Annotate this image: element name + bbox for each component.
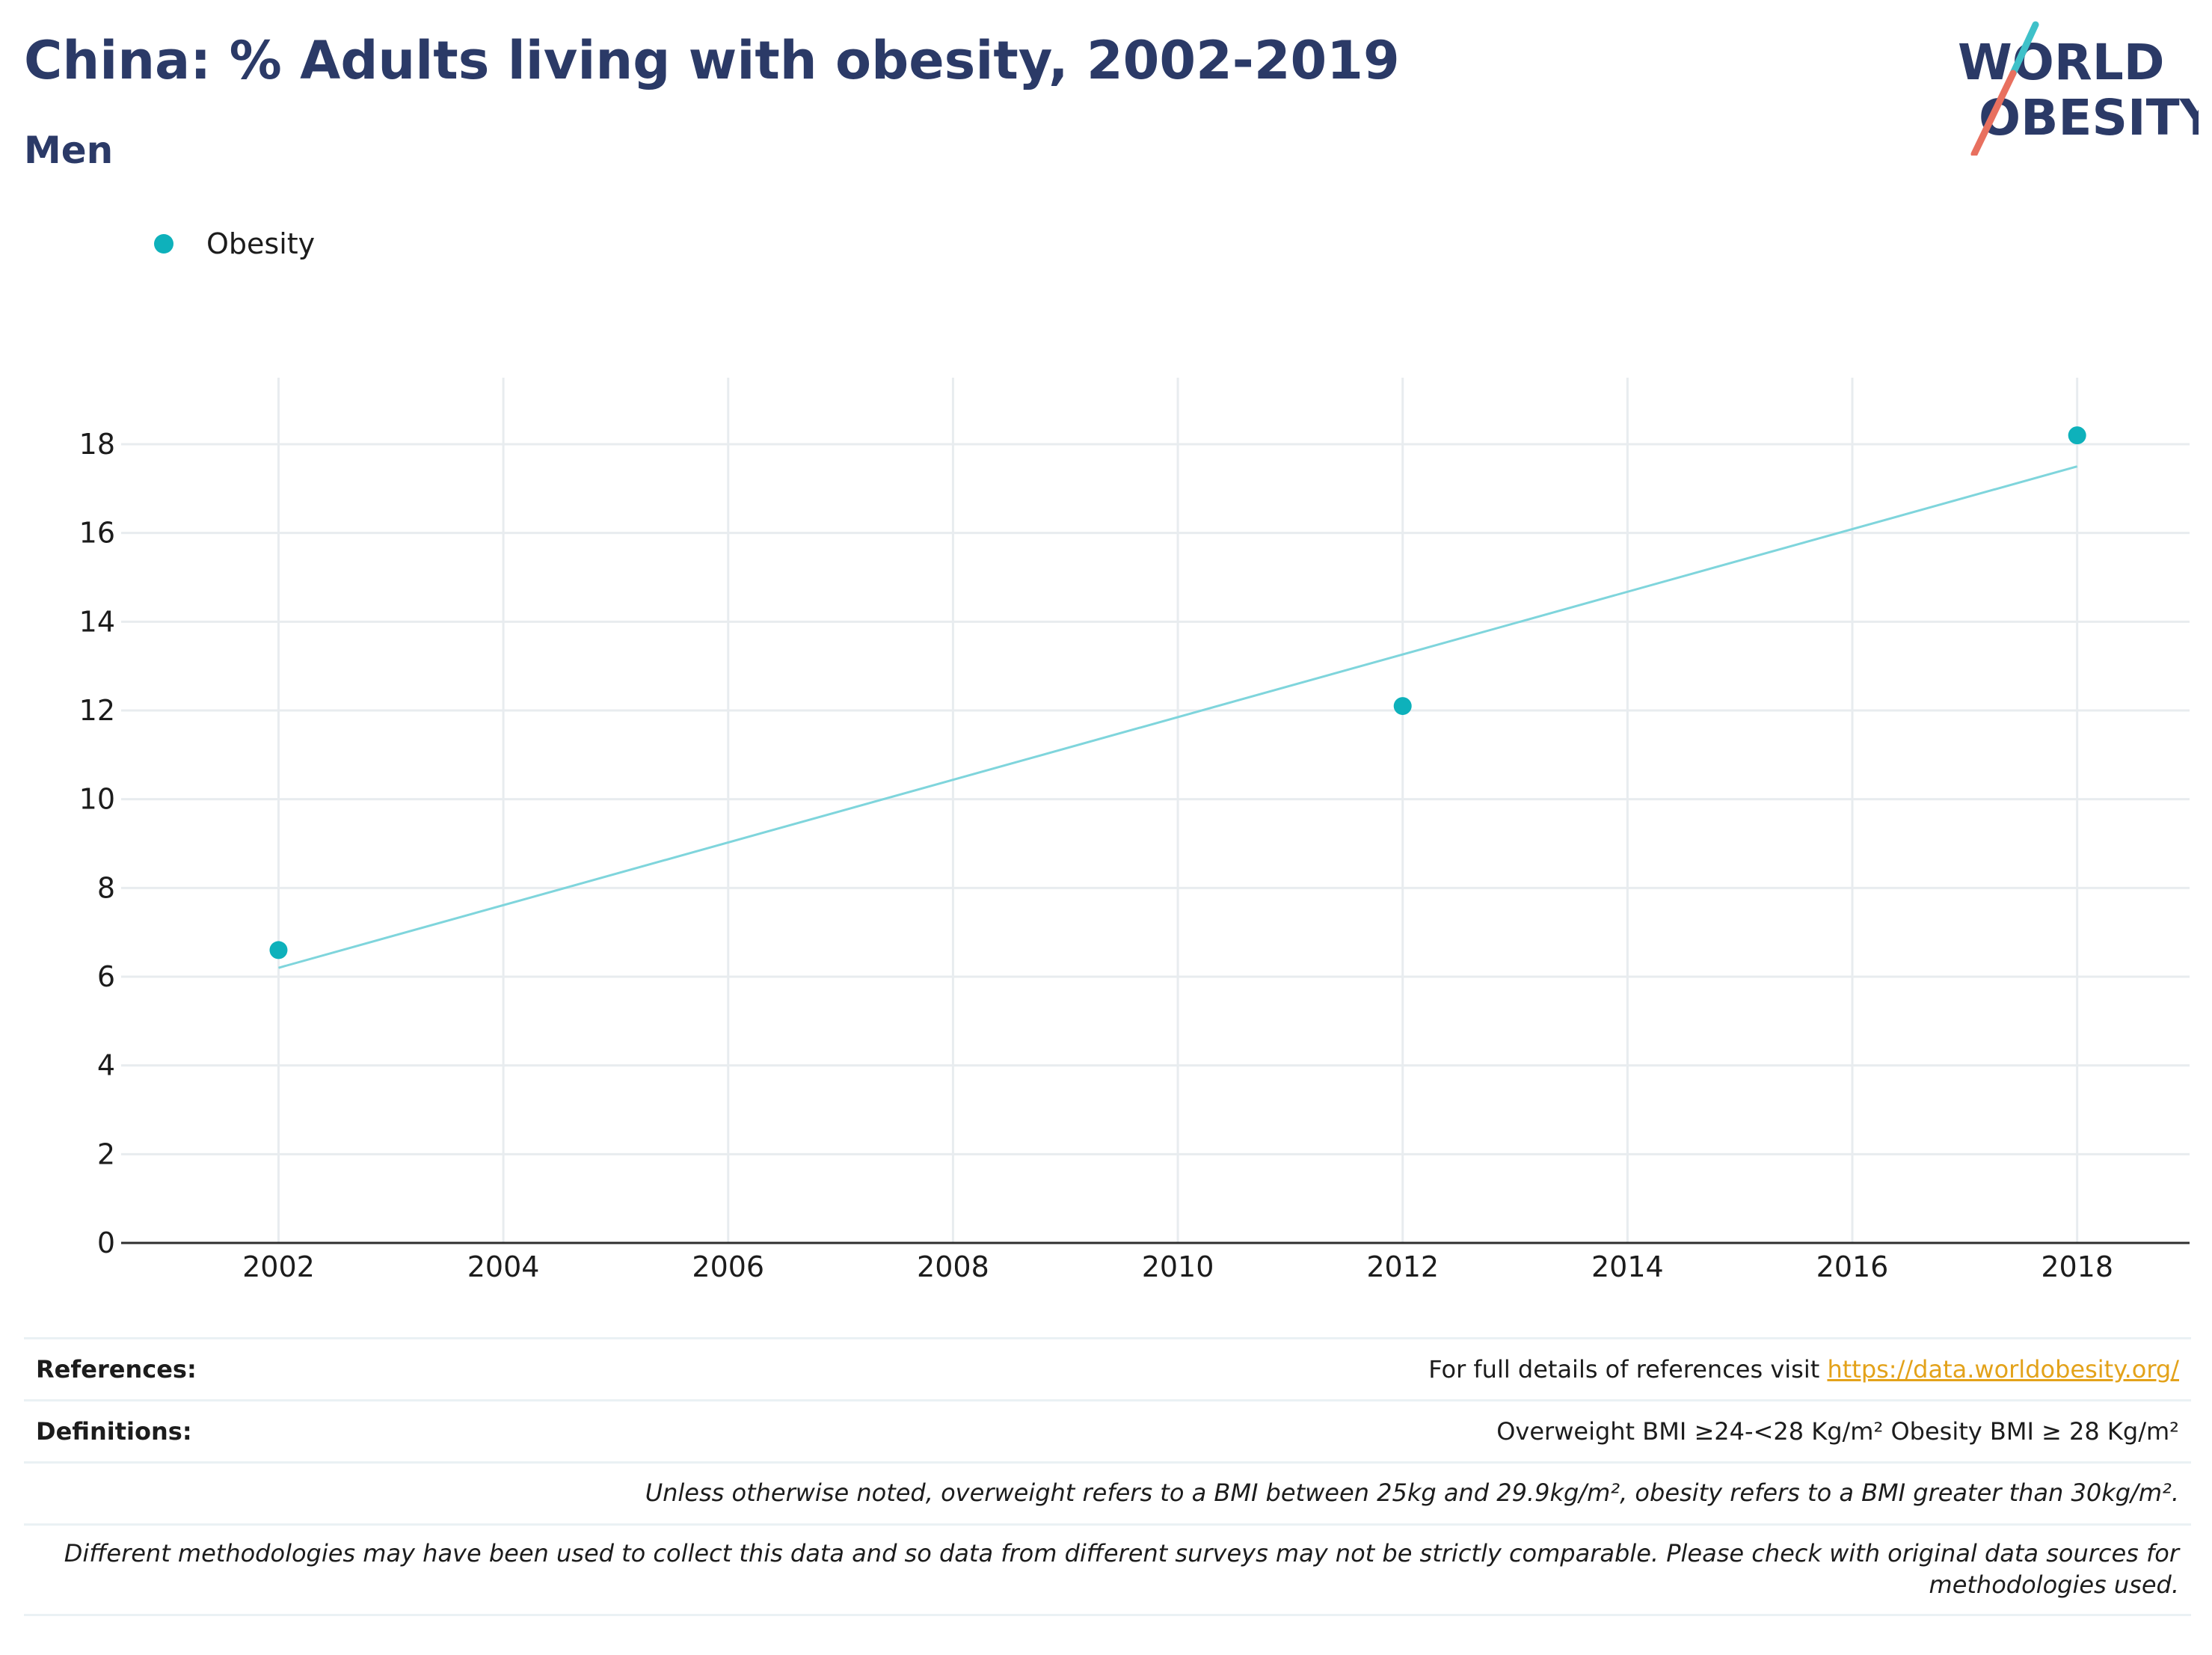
world-obesity-logo: WORLD OBESITY [1958, 21, 2199, 156]
data-point-2018 [2068, 426, 2086, 445]
y-tick-label-16: 16 [79, 517, 115, 550]
x-axis-ticks: 2002 2004 2006 2008 2010 2012 2014 2016 2018 [242, 1250, 2113, 1283]
y-tick-label-4: 4 [97, 1049, 115, 1082]
data-point-2002 [269, 941, 288, 959]
y-tick-label-6: 6 [97, 960, 115, 993]
data-point-2012 [1393, 697, 1412, 716]
logo-word-world: WORLD [1958, 34, 2165, 91]
logo-teal-slash [2009, 21, 2039, 77]
y-tick-label-2: 2 [97, 1137, 115, 1170]
legend[interactable]: Obesity [154, 223, 315, 265]
y-tick-label-8: 8 [97, 871, 115, 904]
references-prefix: For full details of references visit [1428, 1355, 1828, 1384]
references-row: References: For full details of referenc… [24, 1337, 2191, 1399]
note-row-2: Different methodologies may have been us… [24, 1523, 2191, 1616]
definitions-row: Definitions: Overweight BMI ≥24-<28 Kg/m… [24, 1399, 2191, 1461]
references-link[interactable]: https://data.worldobesity.org/ [1827, 1355, 2179, 1384]
y-axis-ticks: 0 2 4 6 8 10 12 14 16 18 [79, 428, 115, 1259]
trendline-group [278, 465, 2078, 969]
chart-subtitle: Men [24, 129, 114, 172]
x-tick-label-2016: 2016 [1816, 1250, 1889, 1283]
legend-marker [154, 234, 173, 254]
definitions-text: Overweight BMI ≥24-<28 Kg/m² Obesity BMI… [1496, 1417, 2179, 1446]
x-tick-label-2006: 2006 [692, 1250, 764, 1283]
methodology-note: Different methodologies may have been us… [64, 1539, 2179, 1599]
y-gridlines [121, 443, 2190, 1155]
y-tick-label-10: 10 [79, 783, 115, 816]
x-gridlines [277, 378, 2079, 1243]
trendline [278, 465, 2078, 969]
x-tick-label-2018: 2018 [2041, 1250, 2113, 1283]
x-tick-label-2004: 2004 [467, 1250, 540, 1283]
x-tick-label-2012: 2012 [1366, 1250, 1439, 1283]
y-tick-label-18: 18 [79, 428, 115, 461]
x-tick-label-2008: 2008 [917, 1250, 989, 1283]
logo-word-obesity: OBESITY [1979, 89, 2199, 147]
footer-table: References: For full details of referenc… [24, 1337, 2191, 1616]
bmi-note: Unless otherwise noted, overweight refer… [645, 1479, 2179, 1508]
logo-coral-slash [1970, 70, 2017, 156]
y-tick-label-12: 12 [79, 694, 115, 727]
note-row-1: Unless otherwise noted, overweight refer… [24, 1461, 2191, 1523]
chart-title: China: % Adults living with obesity, 200… [24, 30, 1400, 91]
references-label: References: [36, 1355, 197, 1384]
chart-plot: 2002 2004 2006 2008 2010 2012 2014 2016 2018 0 2 4… [79, 378, 2190, 1283]
data-points [269, 426, 2086, 959]
definitions-label: Definitions: [36, 1417, 192, 1446]
y-tick-label-14: 14 [79, 605, 115, 638]
y-tick-label-0: 0 [97, 1226, 115, 1259]
x-tick-label-2002: 2002 [242, 1250, 315, 1283]
x-tick-label-2010: 2010 [1142, 1250, 1214, 1283]
legend-label: Obesity [206, 227, 316, 260]
x-tick-label-2014: 2014 [1591, 1250, 1664, 1283]
references-text: For full details of references visit htt… [1428, 1355, 2179, 1384]
